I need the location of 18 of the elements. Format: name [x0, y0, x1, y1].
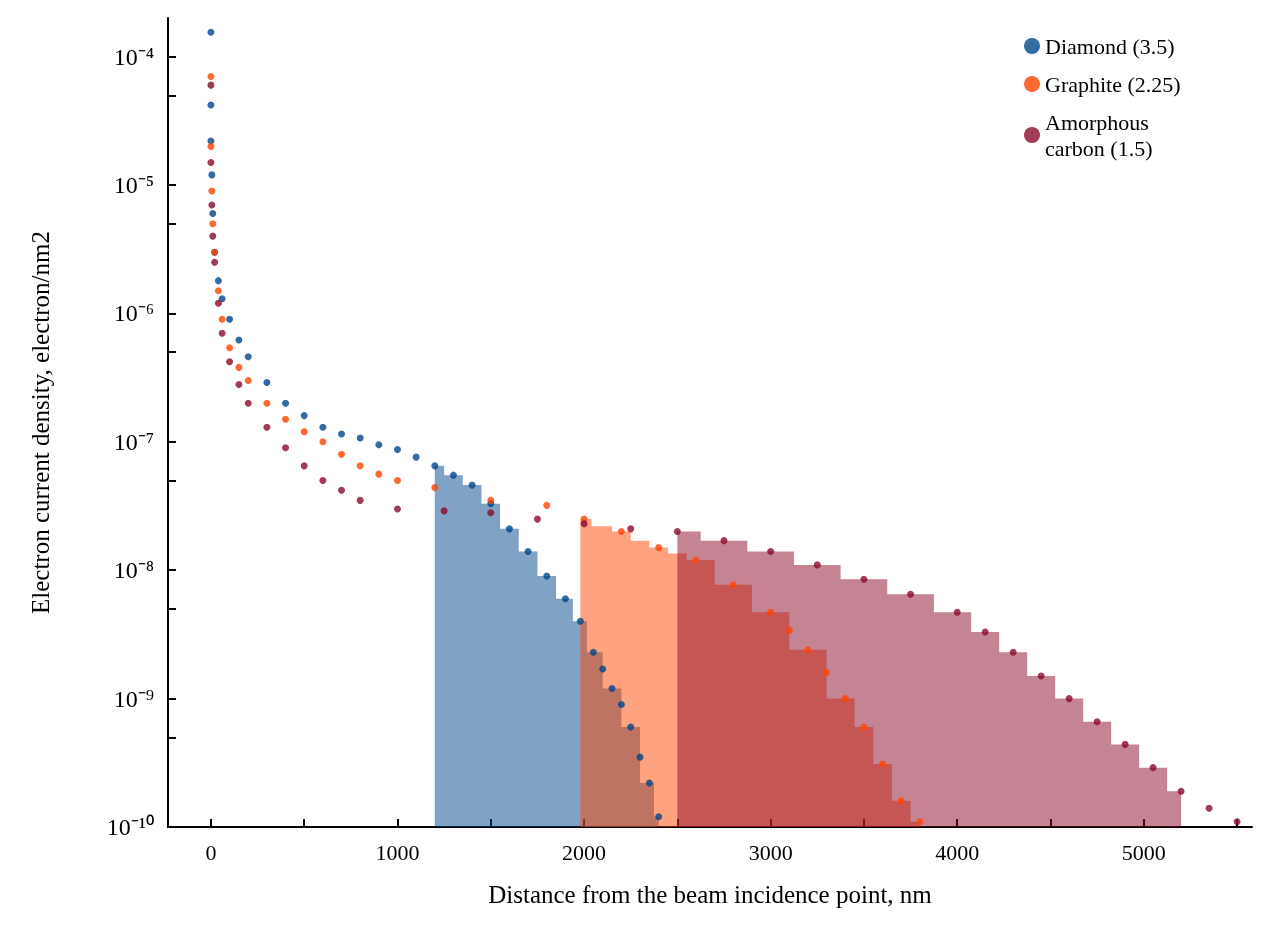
x-tick-label: 0	[205, 839, 217, 865]
legend-label: Graphite (2.25)	[1045, 71, 1181, 97]
y-tick-label: 10⁻⁴	[113, 43, 154, 70]
y-tick-label: 10⁻⁸	[113, 557, 154, 584]
legend-label: Diamond (3.5)	[1045, 33, 1175, 59]
y-tick-label: 10⁻⁷	[113, 428, 154, 455]
x-tick-label: 2000	[562, 839, 607, 865]
x-tick-label: 3000	[748, 839, 793, 865]
y-axis-title: Electron current density, electron/nm2	[27, 231, 54, 614]
y-tick-label: 10⁻⁹	[113, 685, 154, 712]
x-tick-label: 5000	[1121, 839, 1166, 865]
legend-label: Amorphous carbon (1.5)	[1045, 109, 1155, 161]
y-tick-label: 10⁻⁶	[113, 300, 154, 327]
x-tick-label: 4000	[935, 839, 980, 865]
y-tick-label: 10⁻⁵	[113, 172, 154, 199]
x-tick-label: 1000	[375, 839, 420, 865]
x-axis-title: Distance from the beam incidence point, nm	[488, 881, 933, 908]
y-tick-label: 10⁻¹⁰	[106, 814, 154, 840]
